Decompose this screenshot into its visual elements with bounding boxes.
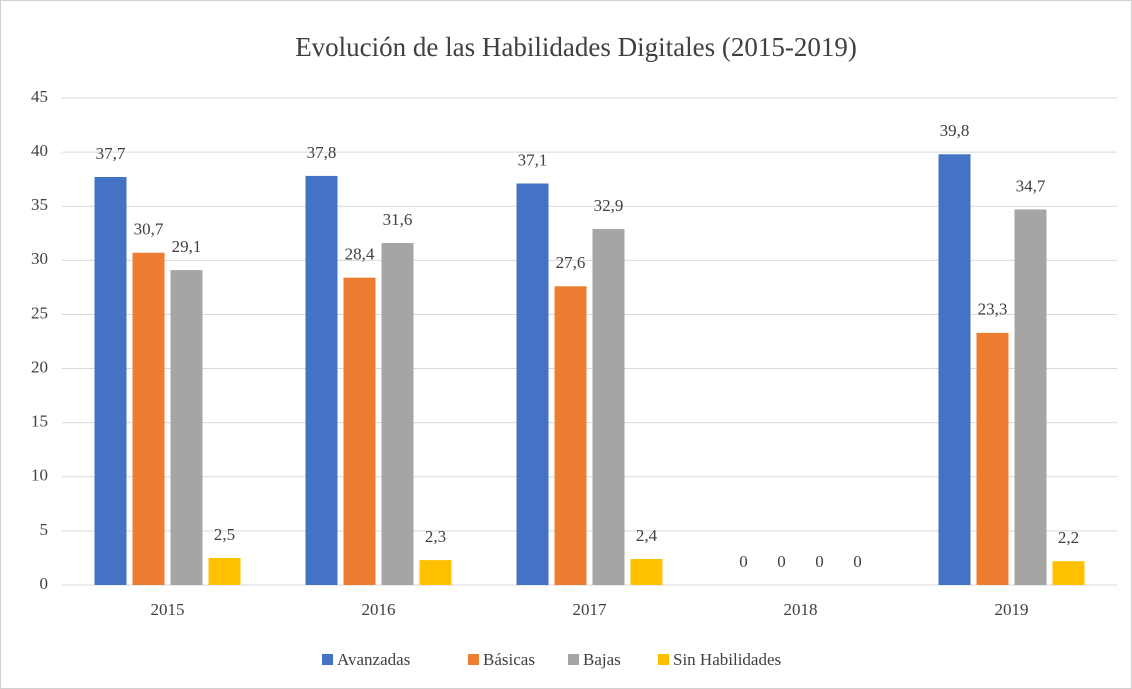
y-tick-label: 35 — [31, 195, 48, 214]
data-label: 37,1 — [518, 150, 548, 169]
data-label: 28,4 — [345, 245, 375, 264]
chart-title: Evolución de las Habilidades Digitales (… — [295, 32, 857, 62]
legend-label: Básicas — [483, 650, 535, 669]
bar — [630, 559, 663, 585]
bar — [305, 175, 338, 586]
data-label: 34,7 — [1016, 176, 1046, 195]
data-label: 39,8 — [940, 121, 970, 140]
x-tick-label: 2019 — [995, 600, 1029, 619]
y-tick-label: 10 — [31, 466, 48, 485]
data-label: 2,5 — [214, 525, 235, 544]
data-label: 27,6 — [556, 253, 586, 272]
data-label: 0 — [853, 552, 862, 571]
bar — [419, 560, 452, 585]
data-label: 31,6 — [383, 210, 413, 229]
legend-swatch — [568, 654, 579, 665]
y-tick-label: 45 — [31, 87, 48, 106]
x-tick-label: 2017 — [573, 600, 608, 619]
data-label: 30,7 — [134, 220, 164, 239]
y-tick-label: 25 — [31, 303, 48, 322]
data-label: 0 — [815, 552, 824, 571]
data-label: 32,9 — [594, 196, 624, 215]
legend-label: Sin Habilidades — [673, 650, 781, 669]
data-label: 0 — [777, 552, 786, 571]
bar — [94, 177, 127, 585]
y-tick-label: 0 — [40, 574, 49, 593]
data-label: 29,1 — [172, 237, 202, 256]
data-label: 0 — [739, 552, 748, 571]
bar — [592, 228, 625, 585]
bar — [208, 557, 241, 585]
legend-swatch — [322, 654, 333, 665]
x-tick-label: 2015 — [151, 600, 185, 619]
data-label: 37,7 — [96, 144, 126, 163]
y-tick-label: 15 — [31, 412, 48, 431]
bar — [343, 277, 376, 585]
x-tick-label: 2018 — [784, 600, 818, 619]
bar — [1052, 561, 1085, 585]
bar — [516, 183, 549, 586]
x-tick-label: 2016 — [362, 600, 396, 619]
y-tick-label: 40 — [31, 141, 48, 160]
bar — [1014, 209, 1047, 586]
legend-label: Avanzadas — [337, 650, 410, 669]
bar — [132, 252, 165, 585]
legend-swatch — [658, 654, 669, 665]
data-label: 2,4 — [636, 526, 658, 545]
bar — [170, 270, 203, 585]
legend-swatch — [468, 654, 479, 665]
y-tick-label: 20 — [31, 357, 48, 376]
y-tick-label: 30 — [31, 249, 48, 268]
bar — [976, 332, 1009, 585]
bar — [381, 243, 414, 586]
y-tick-label: 5 — [40, 520, 49, 539]
bar — [938, 154, 971, 585]
bar — [554, 286, 587, 585]
data-label: 23,3 — [978, 300, 1008, 319]
data-label: 2,3 — [425, 527, 446, 546]
data-label: 37,8 — [307, 143, 337, 162]
legend-label: Bajas — [583, 650, 621, 669]
data-label: 2,2 — [1058, 528, 1079, 547]
